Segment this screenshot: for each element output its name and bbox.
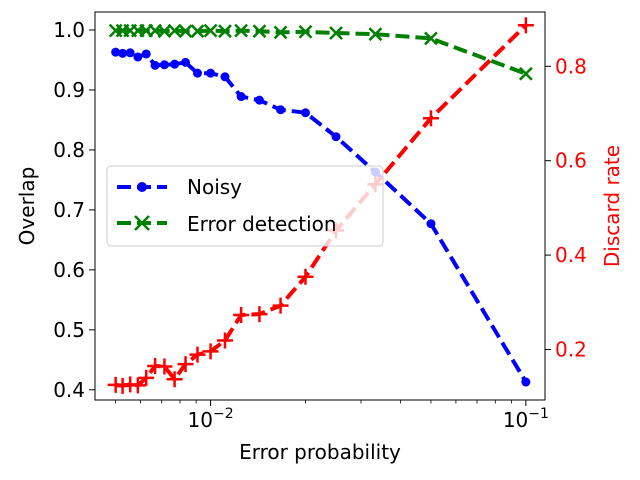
y-left-tick-label: 0.5 (53, 318, 85, 342)
data-point-error-detection (190, 24, 205, 39)
data-point-series-3 (138, 369, 155, 386)
x-tick-label: 10−1 (503, 406, 549, 432)
y-right-tick-label: 0.2 (555, 337, 587, 361)
y-right-tick-label: 0.6 (555, 149, 587, 173)
data-point-noisy (236, 92, 246, 102)
y-left-tick-label: 0.7 (53, 198, 85, 222)
data-point-series-3 (233, 307, 250, 324)
data-point-series-3 (166, 371, 183, 388)
legend: Noisy Error detection (106, 165, 384, 247)
data-point-noisy (111, 47, 121, 57)
series-markers (107, 17, 534, 394)
data-point-noisy (426, 219, 436, 229)
x-tick-label: 10−2 (188, 406, 234, 432)
data-point-noisy (206, 68, 216, 78)
data-point-error-detection (329, 26, 343, 40)
legend-marker-error-detection (134, 215, 150, 231)
y-axis-label-right: Discard rate (600, 145, 624, 267)
y-left-tick-label: 0.8 (53, 138, 85, 162)
data-point-noisy (254, 95, 264, 105)
data-point-series-3 (422, 110, 439, 127)
data-point-noisy (141, 49, 151, 59)
data-point-error-detection (167, 23, 182, 38)
legend-label-noisy: Noisy (187, 175, 242, 199)
data-point-error-detection (203, 23, 218, 38)
data-point-error-detection (234, 23, 249, 38)
data-point-error-detection (518, 66, 533, 81)
data-point-series-3 (517, 17, 534, 34)
data-point-noisy (220, 72, 230, 82)
y-left-tick-label: 0.9 (53, 78, 85, 102)
data-point-series-3 (251, 306, 268, 323)
y-left-tick-label: 1.0 (53, 18, 85, 42)
data-point-error-detection (368, 27, 383, 42)
data-point-noisy (170, 59, 180, 69)
y-right-tick-label: 0.8 (555, 54, 587, 78)
data-point-error-detection (424, 31, 438, 46)
data-point-error-detection (218, 24, 232, 39)
data-point-noisy (193, 68, 203, 78)
data-point-series-3 (272, 297, 289, 314)
data-point-noisy (300, 108, 310, 118)
data-point-noisy (521, 377, 531, 387)
data-point-error-detection (178, 24, 193, 39)
data-point-series-3 (216, 332, 233, 349)
data-point-noisy (150, 60, 160, 70)
data-point-noisy (125, 48, 135, 58)
data-point-series-3 (202, 343, 219, 360)
data-point-error-detection (298, 24, 313, 39)
data-point-noisy (181, 57, 191, 67)
y-left-tick-label: 0.6 (53, 258, 85, 282)
data-point-series-3 (114, 377, 131, 394)
data-point-noisy (276, 105, 286, 115)
data-point-series-3 (177, 356, 194, 373)
data-point-error-detection (273, 25, 288, 40)
data-point-noisy (118, 48, 128, 58)
legend-frame (106, 165, 384, 247)
data-point-series-3 (297, 268, 314, 285)
data-point-noisy (159, 60, 169, 70)
data-point-noisy (331, 132, 341, 142)
x-axis-label: Error probability (239, 440, 401, 464)
data-point-series-3 (129, 377, 146, 394)
y-axis-label-left: Overlap (15, 167, 39, 246)
data-point-error-detection (252, 24, 267, 39)
legend-label-error-detection: Error detection (187, 212, 337, 236)
data-point-series-3 (156, 358, 173, 375)
y-left-tick-label: 0.4 (53, 378, 85, 402)
axes: 10−2 10−1 0.4 0.5 0.6 0.7 0.8 0.9 1.0 0.2 0.4 0.6 0.… (53, 18, 587, 432)
data-point-series-3 (189, 346, 206, 363)
data-point-noisy (133, 52, 143, 62)
legend-marker-noisy (137, 182, 147, 192)
y-right-tick-label: 0.4 (555, 243, 587, 267)
